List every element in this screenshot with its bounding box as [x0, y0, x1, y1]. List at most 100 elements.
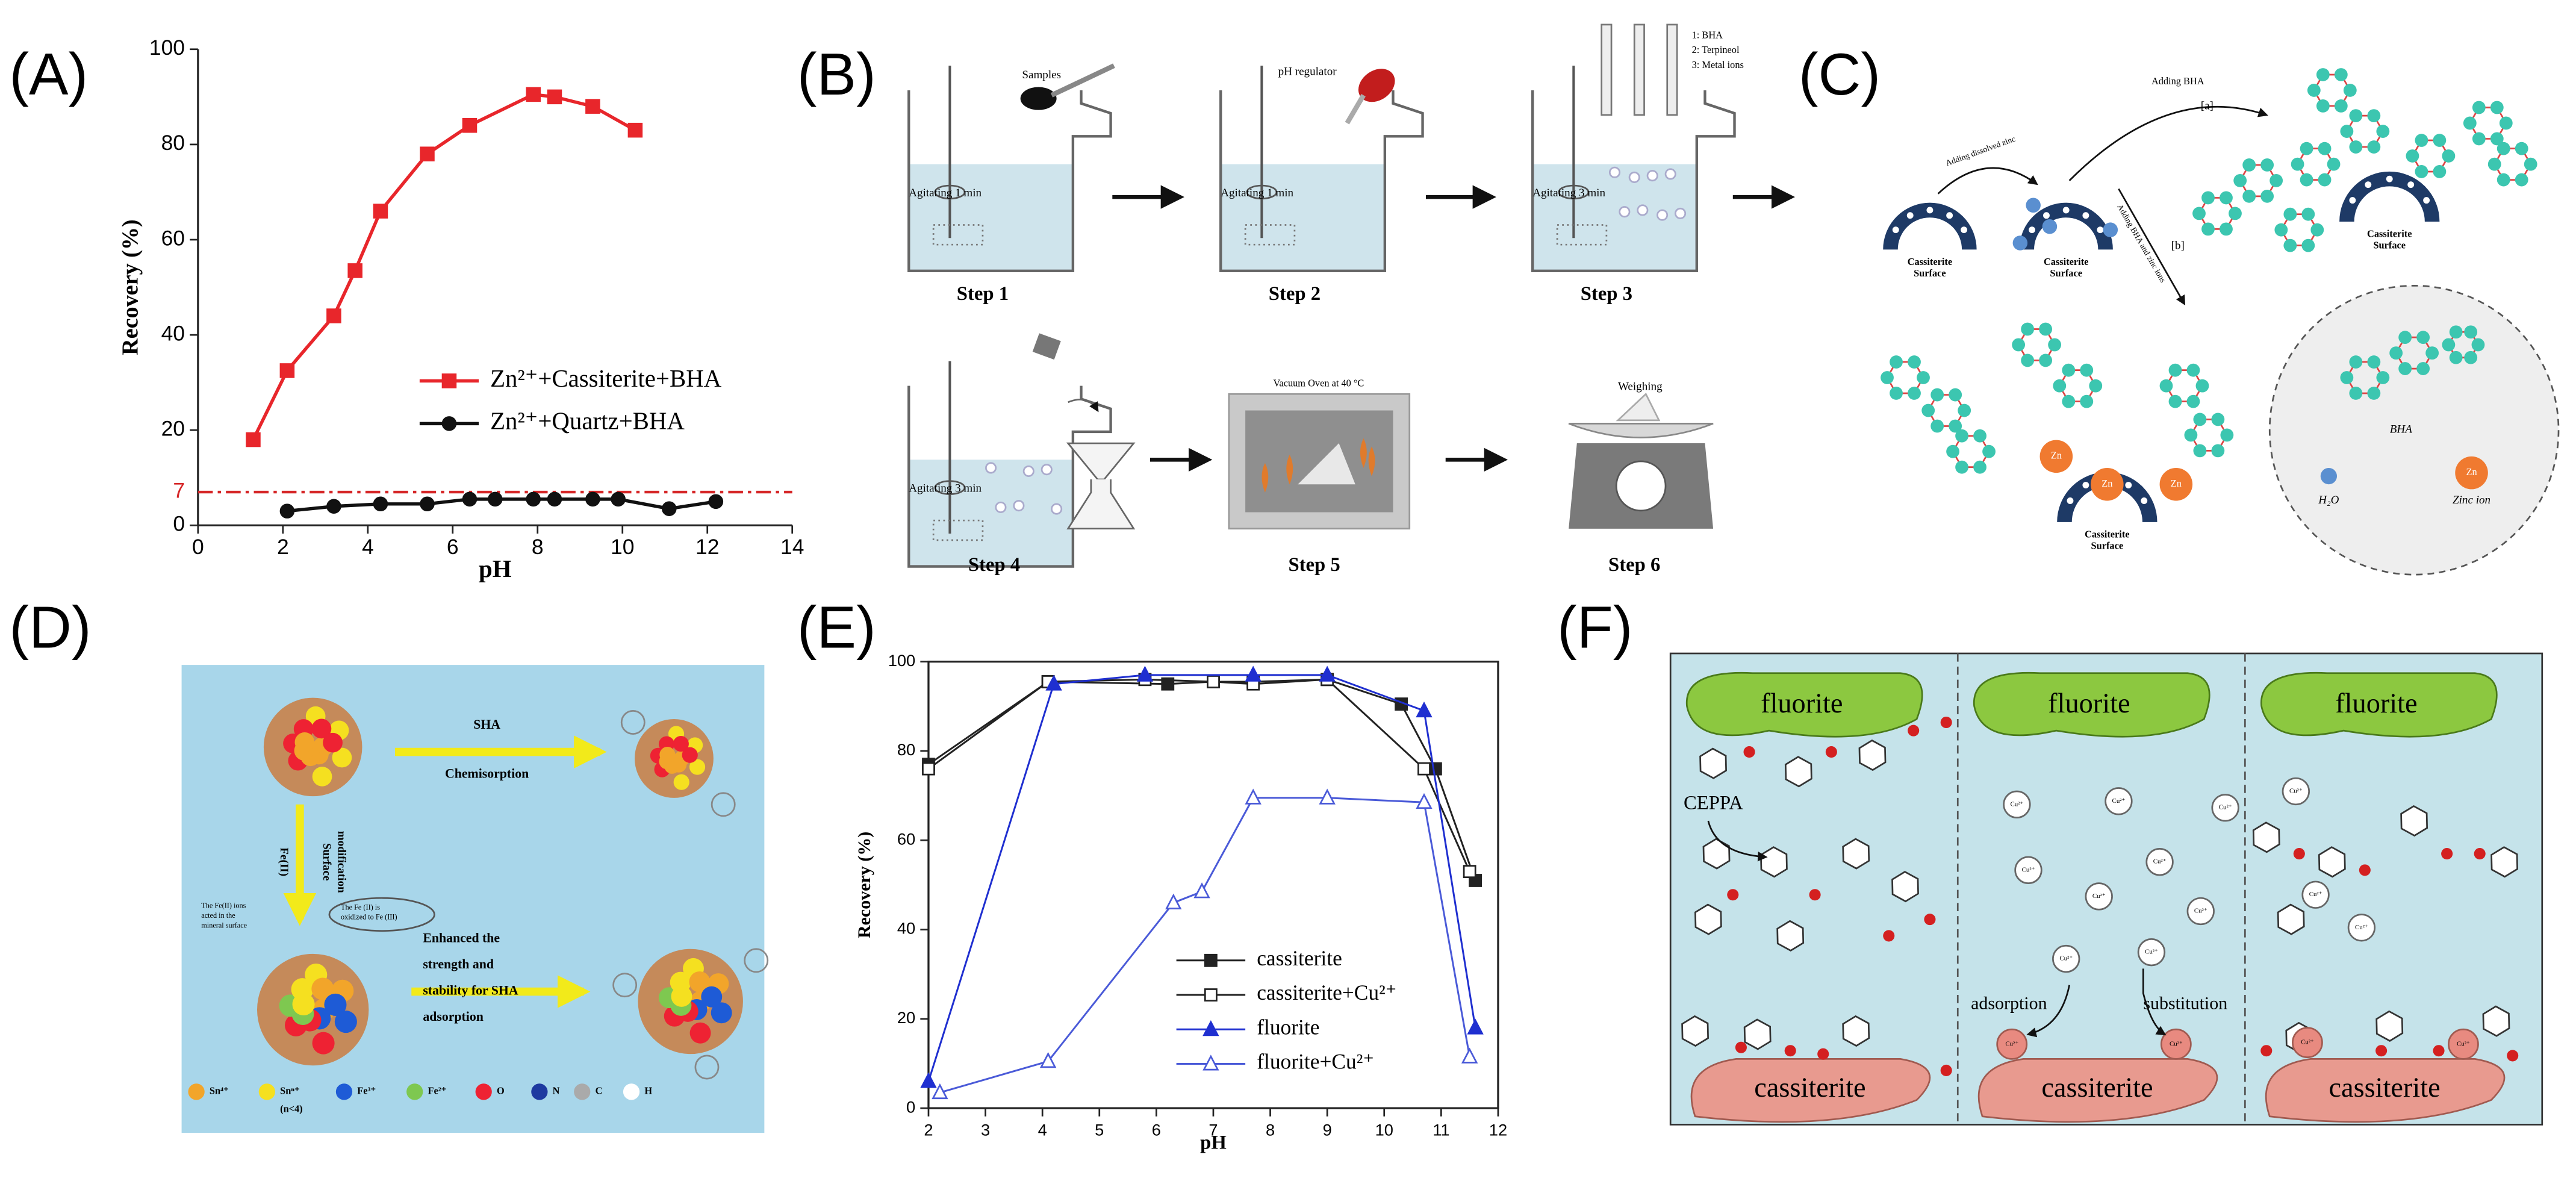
bubble [1041, 464, 1053, 476]
legend-dot [258, 1083, 275, 1100]
atom [2376, 125, 2390, 138]
atom [2463, 116, 2477, 130]
label: Agitating 1 min [1221, 187, 1293, 199]
atom [2260, 158, 2274, 172]
atom [2349, 355, 2363, 369]
dropper-bulb [1358, 69, 1395, 102]
atom [2497, 173, 2510, 187]
atom [689, 759, 706, 775]
x-tick-label: 14 [780, 535, 804, 559]
label: The Fe (II) is [341, 903, 380, 911]
atom [2318, 142, 2332, 155]
cu-ion [2003, 790, 2031, 818]
surface-site [2029, 226, 2035, 234]
atom [2193, 444, 2207, 458]
marker [279, 363, 295, 378]
atom [673, 774, 689, 790]
atom [2193, 413, 2207, 426]
marker [662, 501, 677, 516]
cu-ion [2145, 848, 2174, 876]
bubble [1051, 503, 1063, 515]
water [2103, 222, 2118, 237]
atom [294, 732, 315, 752]
legend-marker [1202, 1020, 1219, 1036]
atom [312, 767, 332, 787]
atom [2376, 371, 2390, 384]
water [2026, 198, 2041, 213]
panel-label: (A) [9, 41, 88, 107]
benzene [1760, 846, 1788, 878]
label: adsorption [1971, 993, 2047, 1013]
label: Vacuum Oven at 40 °C [1273, 378, 1364, 389]
burette [1601, 23, 1613, 116]
legend-label: fluorite+Cu²⁺ [1257, 1050, 1374, 1074]
marker [420, 146, 435, 161]
red-atom [2433, 1045, 2445, 1057]
label: Cu²⁺ [2355, 924, 2368, 931]
atom [2316, 99, 2330, 113]
arc-arrow [2068, 105, 2268, 181]
surface-site [1906, 212, 1914, 219]
benzene [2277, 903, 2305, 935]
stirrer-blade [932, 519, 984, 541]
atom [2343, 84, 2357, 97]
red-atom [1784, 1045, 1796, 1057]
atom [2340, 371, 2354, 384]
atom [2301, 238, 2315, 252]
label: Agitating 3 min [909, 482, 982, 495]
sample-dish [1298, 443, 1355, 485]
atom [2499, 116, 2513, 130]
atom [2053, 379, 2067, 393]
label: (n<4) [280, 1103, 302, 1115]
bubble [995, 501, 1007, 513]
atom [2270, 173, 2283, 187]
series-line [927, 674, 1476, 1082]
ligand [620, 710, 646, 735]
panel-label: (B) [797, 41, 876, 107]
cassiterite-surface [2019, 202, 2113, 250]
atom [2415, 134, 2428, 147]
legend-marker [1204, 988, 1218, 1002]
surface-site [1926, 207, 1934, 214]
label: fluorite [2048, 688, 2130, 719]
marker [526, 491, 541, 507]
y-tick-label: 80 [161, 131, 185, 155]
label: Samples [1022, 69, 1061, 81]
cassiterite-surface [1883, 202, 1977, 250]
water [2320, 467, 2338, 485]
arc-arrow [1937, 167, 2038, 195]
filter-funnel [1032, 333, 1061, 360]
atom [2080, 363, 2094, 377]
benzene [1784, 756, 1812, 788]
atom [2449, 325, 2463, 339]
panel-label: (C) [1799, 41, 1881, 107]
benzene [1776, 920, 1805, 952]
label: Adding BHA and zinc ions [2115, 202, 2168, 284]
marker [932, 1083, 948, 1100]
label: Chemisorption [445, 767, 529, 781]
surface-site [2141, 497, 2148, 504]
legend-label: cassiterite [1257, 946, 1342, 970]
fluorite-blob [1973, 671, 2210, 738]
surface-site [2407, 181, 2415, 188]
marker [1417, 762, 1431, 776]
marker [1039, 1051, 1057, 1068]
atom [2334, 99, 2348, 113]
atom [2349, 387, 2363, 400]
label: N [553, 1085, 560, 1097]
atom [2039, 354, 2053, 367]
marker [1207, 675, 1220, 688]
zinc-ion [2039, 440, 2073, 473]
label: Enhanced the [423, 930, 500, 945]
atom [711, 1002, 732, 1024]
water [2012, 235, 2028, 251]
funnel [1066, 442, 1136, 481]
y-tick-label: 0 [906, 1097, 915, 1116]
label: Cu²⁺ [2112, 797, 2126, 805]
pointer [2026, 985, 2070, 1038]
atom [689, 971, 711, 992]
atom [2327, 157, 2341, 171]
atom [2497, 142, 2510, 155]
red-atom [1743, 746, 1755, 758]
atom [2442, 338, 2456, 352]
